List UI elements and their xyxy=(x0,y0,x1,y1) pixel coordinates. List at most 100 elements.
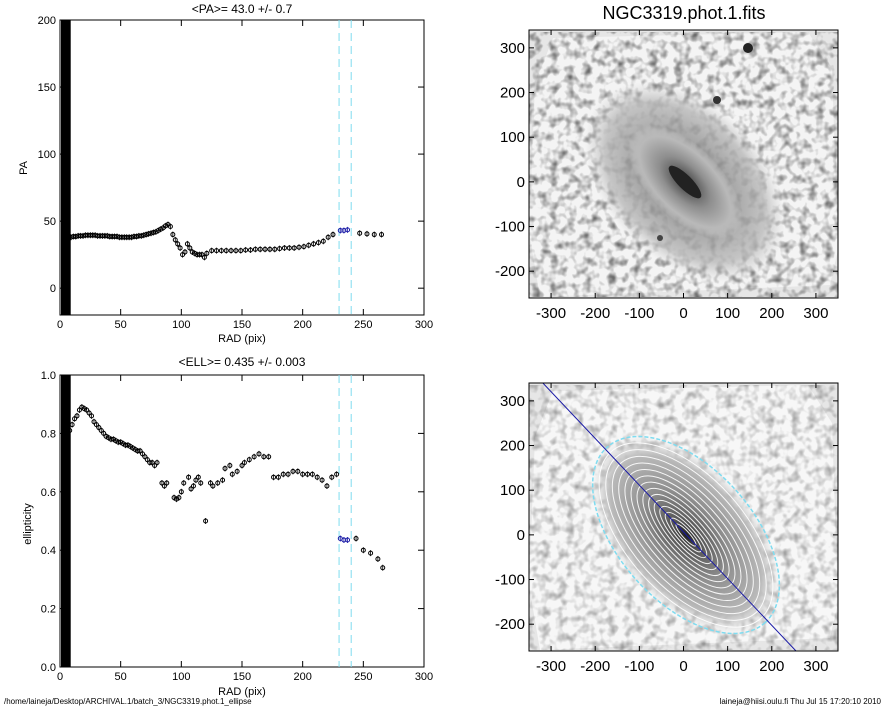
data-point xyxy=(74,413,80,419)
data-point xyxy=(187,245,193,251)
x-tick-label: -200 xyxy=(580,305,610,322)
data-point xyxy=(330,232,336,238)
data-point xyxy=(246,457,252,463)
data-point xyxy=(353,536,359,542)
data-point xyxy=(114,234,120,240)
pa-data-marks xyxy=(61,20,385,315)
y-tick-label: 0.8 xyxy=(41,428,56,440)
x-tick-label: 250 xyxy=(354,319,372,331)
data-point xyxy=(161,483,167,489)
isophote xyxy=(648,493,724,577)
data-point xyxy=(147,460,153,466)
y-tick-label: 200 xyxy=(38,15,56,27)
data-point xyxy=(251,454,257,460)
data-point xyxy=(129,234,135,240)
data-point xyxy=(218,248,224,254)
x-tick-label: 50 xyxy=(115,319,127,331)
data-point xyxy=(65,235,71,241)
data-point xyxy=(193,477,199,483)
data-point xyxy=(188,486,194,492)
data-point xyxy=(119,234,125,240)
y-tick-label: 0 xyxy=(517,174,525,191)
ell-data-marks xyxy=(61,375,386,667)
data-point xyxy=(182,249,188,255)
outer-fit-ellipse xyxy=(591,435,781,635)
data-point xyxy=(72,416,78,422)
data-point xyxy=(84,407,90,413)
data-point xyxy=(189,249,195,255)
data-point xyxy=(170,232,176,238)
image-axis-ticks: -300 -200 -100 0 100 200 300 -200 -100 0 100 200 300 xyxy=(495,29,839,322)
data-point xyxy=(116,234,122,240)
x-tick-label: 200 xyxy=(759,658,784,675)
y-tick-label: -200 xyxy=(495,616,525,633)
y-tick-label: 0.4 xyxy=(41,545,56,557)
data-point xyxy=(311,241,317,247)
highlight-point xyxy=(345,537,351,543)
data-point xyxy=(172,237,178,243)
data-point xyxy=(334,471,340,477)
data-point xyxy=(243,247,249,253)
data-point xyxy=(126,234,132,240)
data-point xyxy=(190,483,196,489)
isophote xyxy=(642,487,730,583)
isophote xyxy=(598,442,774,628)
data-point xyxy=(207,480,213,486)
image-title: NGC3319.phot.1.fits xyxy=(602,3,765,23)
data-point xyxy=(315,240,321,246)
x-tick-label: 50 xyxy=(115,671,127,683)
data-point xyxy=(133,234,139,240)
x-tick-label: 150 xyxy=(233,319,251,331)
data-point xyxy=(324,483,330,489)
data-point xyxy=(238,248,244,254)
data-point xyxy=(143,232,149,238)
data-point xyxy=(98,427,104,433)
y-tick-label: 0 xyxy=(517,527,525,544)
data-point xyxy=(131,234,137,240)
data-point xyxy=(76,407,82,413)
y-tick-label: 0 xyxy=(50,283,56,295)
data-point xyxy=(379,232,385,238)
data-point xyxy=(305,471,311,477)
data-point xyxy=(140,451,146,457)
x-tick-label: -300 xyxy=(536,658,566,675)
data-point xyxy=(186,474,192,480)
data-point xyxy=(158,226,164,232)
data-point xyxy=(277,246,283,252)
y-tick-label: 0.6 xyxy=(41,487,56,499)
ell-xlabel: RAD (pix) xyxy=(218,686,266,698)
data-point xyxy=(123,442,129,448)
footer-path: /home/laineja/Desktop/ARCHIVAL.1/batch_3… xyxy=(4,697,252,706)
data-point xyxy=(136,233,142,239)
data-point xyxy=(95,233,101,239)
pa-title: <PA>= 43.0 +/- 0.7 xyxy=(192,2,293,16)
data-point xyxy=(261,454,267,460)
data-point xyxy=(291,245,297,251)
data-point xyxy=(75,233,81,239)
x-tick-label: 100 xyxy=(715,305,740,322)
data-point xyxy=(223,248,229,254)
data-point xyxy=(115,439,121,445)
data-point xyxy=(89,413,95,419)
bright-star xyxy=(657,235,663,241)
data-point xyxy=(204,250,210,256)
data-point xyxy=(96,425,102,431)
data-point xyxy=(67,427,73,433)
x-tick-label: 200 xyxy=(293,671,311,683)
bright-star xyxy=(713,96,721,104)
data-point xyxy=(82,232,88,238)
data-point xyxy=(178,489,184,495)
x-tick-label: 0 xyxy=(57,319,63,331)
ell-axis-ticks: 0 50 100 150 200 250 300 0.0 0.2 0.4 0.6 0.8 1.0 xyxy=(41,370,433,683)
pa-axis-ticks: 0 50 100 150 200 250 300 0 50 100 150 200 xyxy=(38,15,434,331)
x-tick-label: -300 xyxy=(536,305,566,322)
data-point xyxy=(109,234,115,240)
inner-radius-band xyxy=(61,20,71,315)
data-point xyxy=(325,234,331,240)
data-point xyxy=(375,556,381,562)
overlay-axis-ticks: -300 -200 -100 0 100 200 300 -200 -100 0 100 200 300 xyxy=(495,382,839,675)
data-point xyxy=(227,463,233,469)
y-tick-label: 50 xyxy=(44,216,56,228)
x-tick-label: -100 xyxy=(624,305,654,322)
